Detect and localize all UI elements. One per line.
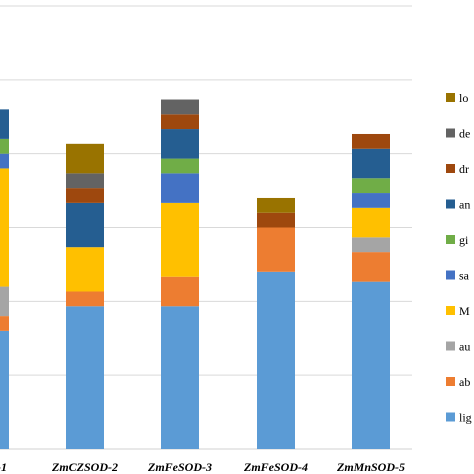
legend-label-gi: gi: [459, 233, 469, 247]
bar-segment-an: [161, 129, 199, 159]
bar-segment-M: [66, 247, 104, 292]
bar-segment-de: [66, 173, 104, 189]
bar-segment-de: [161, 99, 199, 115]
bar-segment-au: [352, 237, 390, 253]
bars: [0, 99, 390, 449]
x-tick-label: ZmCZSOD-2: [51, 460, 118, 474]
legend: lo de dr an gi sa Mau ab lig: [446, 91, 472, 425]
x-tick-label: ZmMnSOD-5: [336, 460, 405, 474]
x-tick-label: ZmFeSOD-3: [147, 460, 212, 474]
gridlines: [0, 5, 412, 450]
legend-swatch-an: [446, 199, 455, 209]
legend-swatch-lo: [446, 93, 455, 102]
legend-swatch-M: [446, 306, 455, 315]
legend-swatch-au: [446, 341, 455, 351]
bar-segment-dr: [257, 212, 295, 228]
bar-segment-ab: [352, 252, 390, 282]
bar-segment-gi: [352, 178, 390, 194]
legend-label-M: M: [459, 304, 470, 318]
bar-segment-ab: [66, 291, 104, 307]
bar-segment-lo: [66, 143, 104, 174]
bar-segment-sa: [0, 153, 9, 169]
legend-label-dr: dr: [459, 162, 469, 176]
bar-segment-ab: [257, 227, 295, 272]
bar-segment-lig: [0, 330, 9, 449]
bar-segment-ab: [0, 316, 9, 331]
bar-segment-sa: [352, 193, 390, 208]
legend-swatch-dr: [446, 164, 455, 173]
bar-segment-lig: [161, 306, 199, 449]
bar-segment-dr: [352, 133, 390, 149]
bar-segment-M: [352, 207, 390, 238]
bar-segment-lig: [66, 306, 104, 449]
bar-segment-lig: [257, 271, 295, 449]
bar-segment-ab: [161, 276, 199, 307]
bar-segment-an: [352, 148, 390, 179]
bar-segment-dr: [66, 188, 104, 203]
bar-segment-sa: [161, 173, 199, 203]
legend-label-de: de: [459, 127, 470, 141]
x-tick-label: ZmFeSOD-4: [243, 460, 308, 474]
legend-label-an: an: [459, 198, 470, 212]
x-tick-label: SOD-1: [0, 460, 7, 474]
bar-segment-au: [0, 286, 9, 317]
legend-label-sa: sa: [459, 269, 470, 283]
legend-swatch-de: [446, 128, 455, 138]
legend-swatch-ab: [446, 377, 455, 386]
legend-label-ab: ab: [459, 375, 470, 389]
legend-swatch-lig: [446, 412, 455, 422]
bar-segment-M: [0, 168, 9, 287]
legend-swatch-sa: [446, 270, 455, 280]
x-tick-labels: SOD-1 ZmCZSOD-2 ZmFeSOD-3 ZmFeSOD-4 ZmMnSOD-…: [0, 460, 405, 474]
bar-segment-gi: [0, 138, 9, 154]
legend-label-au: au: [459, 340, 470, 354]
bar-segment-lig: [352, 281, 390, 449]
bar-segment-M: [161, 202, 199, 277]
legend-label-lo: lo: [459, 91, 468, 105]
bar-segment-dr: [161, 114, 199, 130]
bar-segment-lo: [257, 197, 295, 213]
bar-segment-an: [66, 202, 104, 248]
legend-label-lig: lig: [459, 411, 472, 425]
legend-swatch-gi: [446, 235, 455, 244]
bar-segment-gi: [161, 158, 199, 174]
bar-segment-an: [0, 109, 9, 139]
